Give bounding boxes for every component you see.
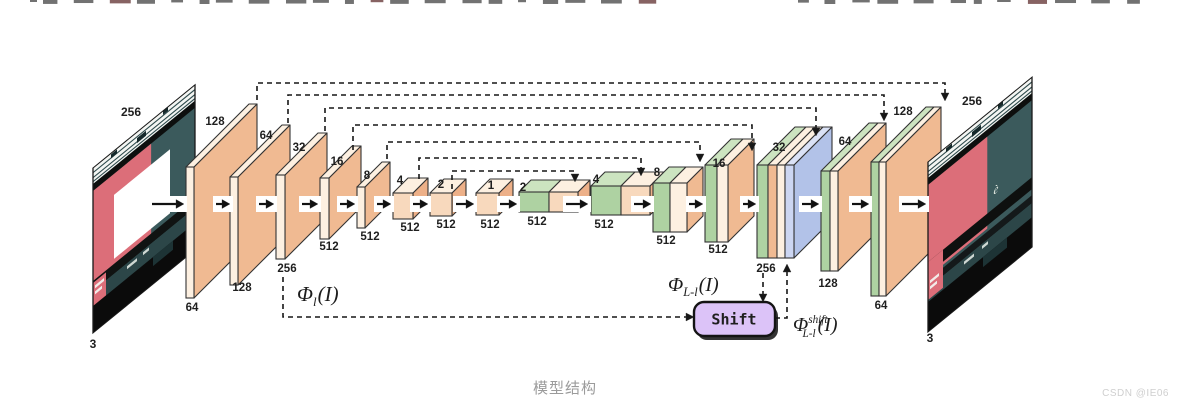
encoder-size-label: 8 <box>364 170 371 182</box>
decoder-size-label: 128 <box>893 106 913 118</box>
csdn-watermark: CSDN @IE06 <box>1102 388 1169 399</box>
encoder-block-2 <box>429 178 467 217</box>
shift-paths <box>282 263 792 322</box>
decoder-block-16 <box>704 138 755 243</box>
encoder-size-label: 64 <box>260 130 273 142</box>
encoder-channels-label: 512 <box>360 231 379 243</box>
decoder-channels-label: 256 <box>756 263 775 275</box>
decoder-size-label: 2 <box>520 182 526 194</box>
encoder-channels-label: 512 <box>480 219 499 231</box>
phi-l-to-shift-line <box>282 277 686 318</box>
encoder-size-label: 128 <box>205 116 225 128</box>
encoder-size-label: 16 <box>331 156 344 168</box>
phi-l-label: Φl(I) <box>297 282 339 309</box>
photo-glyph: è <box>994 181 999 197</box>
encoder-channels-label: 512 <box>319 241 338 253</box>
encoder-block-8 <box>356 161 391 229</box>
input-size-label: 256 <box>121 105 141 119</box>
encoder-channels-label: 128 <box>232 282 252 294</box>
skip-connection-line <box>287 94 885 123</box>
decoder-size-label: 32 <box>773 142 786 154</box>
encoder-size-label: 2 <box>438 179 444 191</box>
flow-arrows <box>149 196 929 212</box>
shift-box: Shift <box>692 300 778 340</box>
phi-shift-label: Φshift L-l (I) <box>793 314 838 340</box>
encoder-channels-label: 256 <box>277 263 296 275</box>
figure-caption: 模型结构 <box>532 380 597 397</box>
encoder-channels-label: 512 <box>400 222 419 234</box>
decoder-channels-label: 512 <box>708 244 727 256</box>
skip-connection-line <box>256 82 946 100</box>
shift-box-body <box>692 300 777 338</box>
encoder-block-4 <box>392 177 429 220</box>
decoder-channels-label: 64 <box>875 300 888 312</box>
decoder-channels-label: 128 <box>818 278 838 290</box>
encoder-size-label: 1 <box>488 180 495 192</box>
decoder-channels-label: 512 <box>527 216 546 228</box>
phi-Ll-label: ΦL-l(I) <box>668 274 719 299</box>
decoder-channels-label: 512 <box>594 219 613 231</box>
encoder-channels-label: 512 <box>436 219 455 231</box>
input-image <box>92 83 196 335</box>
skip-connection-line <box>324 107 817 131</box>
encoder-channels-label: 64 <box>186 302 199 314</box>
decoder-size-label: 8 <box>654 167 661 179</box>
encoder-size-label: 4 <box>397 175 404 187</box>
decoder-size-label: 64 <box>839 136 852 148</box>
size-channel-labels: 2563256312864641283225616512851245122512… <box>90 94 983 351</box>
input-channels-label: 3 <box>90 337 97 351</box>
skip-connection-line <box>418 157 642 179</box>
shift-box-label: Shift <box>711 311 756 329</box>
encoder-size-label: 32 <box>293 142 306 154</box>
skip-connection-line <box>352 124 753 150</box>
shift-output-line <box>775 272 788 319</box>
decoder-size-label: 16 <box>713 158 726 170</box>
skip-connection-line <box>386 141 701 159</box>
skip-connections <box>256 82 950 189</box>
decoder-size-label: 4 <box>593 174 600 186</box>
output-image: è <box>927 75 1033 334</box>
output-channels-label: 3 <box>927 331 934 345</box>
decoder-channels-label: 512 <box>656 235 675 247</box>
output-size-label: 256 <box>962 94 982 108</box>
clipped-text-row <box>30 0 1140 4</box>
